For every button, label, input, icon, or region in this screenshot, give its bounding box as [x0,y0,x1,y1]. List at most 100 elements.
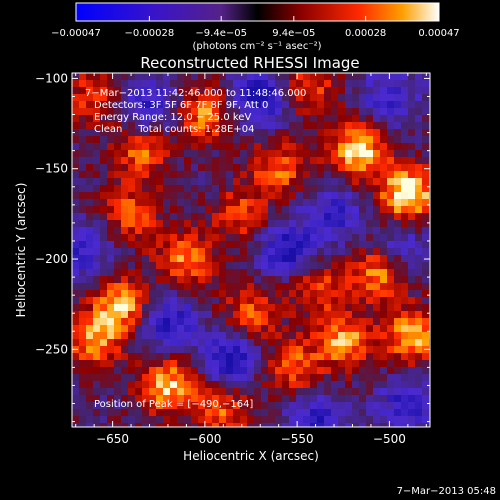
heatmap-cell [219,227,227,235]
heatmap-cell [373,311,381,319]
heatmap-cell [345,115,353,123]
heatmap-cell [177,241,185,249]
heatmap-cell [79,276,87,284]
heatmap-cell [331,185,339,193]
heatmap-cell [247,136,255,144]
heatmap-cell [380,87,388,95]
heatmap-cell [177,115,185,123]
heatmap-cell [296,304,304,312]
heatmap-cell [107,185,115,193]
heatmap-cell [114,108,122,116]
heatmap-cell [240,129,248,137]
y-tick-label: −200 [35,252,68,266]
heatmap-cell [226,346,234,354]
heatmap-cell [128,423,136,427]
heatmap-cell [233,248,241,256]
heatmap-cell [380,262,388,270]
heatmap-cell [401,248,409,256]
heatmap-cell [317,395,325,403]
heatmap-cell [254,185,262,193]
heatmap-cell [296,101,304,109]
heatmap-cell [282,388,290,396]
heatmap-cell [324,199,332,207]
heatmap-cell [303,199,311,207]
heatmap-cell [303,157,311,165]
heatmap-cell [401,220,409,228]
heatmap-cell [275,269,283,277]
heatmap-cell [240,381,248,389]
heatmap-cell [114,416,122,424]
heatmap-cell [205,227,213,235]
heatmap-cell [324,395,332,403]
heatmap-cell [338,136,346,144]
heatmap-cell [303,122,311,130]
heatmap-cell [100,94,108,102]
heatmap-cell [121,402,129,410]
heatmap-cell [163,374,171,382]
heatmap-cell [317,206,325,214]
heatmap-cell [114,164,122,172]
heatmap-cell [198,255,206,263]
heatmap-cell [352,374,360,382]
heatmap-cell [100,262,108,270]
axis-ticks: −650 −600 −550 −500−100−150−200−250 [35,71,430,446]
heatmap-cell [387,423,395,427]
heatmap-cell [184,276,192,284]
heatmap-cell [149,213,157,221]
heatmap-cell [380,325,388,333]
heatmap-cell [303,290,311,298]
heatmap-cell [268,220,276,228]
heatmap-cell [240,283,248,291]
heatmap-cell [128,255,136,263]
heatmap-cell [254,276,262,284]
heatmap-cell [100,409,108,417]
heatmap-cell [142,108,150,116]
heatmap-cell [184,122,192,130]
heatmap-cell [345,129,353,137]
heatmap-cell [128,87,136,95]
heatmap-cell [177,150,185,158]
heatmap-cell [135,241,143,249]
heatmap-cell [310,199,318,207]
heatmap-cell [359,87,367,95]
heatmap-cell [114,213,122,221]
heatmap-cell [72,360,80,368]
heatmap-cell [282,164,290,172]
heatmap-cell [212,339,220,347]
heatmap-cell [366,346,374,354]
heatmap-cell [359,122,367,130]
heatmap-cell [72,318,80,326]
heatmap-cell [170,423,178,427]
heatmap-cell [268,178,276,186]
heatmap-cell [233,241,241,249]
heatmap-cell [394,122,402,130]
heatmap-cell [86,115,94,123]
heatmap-cell [219,94,227,102]
heatmap-cell [128,108,136,116]
heatmap-cell [170,101,178,109]
heatmap-cell [226,136,234,144]
heatmap-cell [226,262,234,270]
annotation-detectors: Detectors: 3F 5F 6F 7F 8F 9F, Att 0 [94,100,268,111]
heatmap-cell [268,423,276,427]
heatmap-cell [387,115,395,123]
heatmap-cell [254,367,262,375]
heatmap-cell [121,381,129,389]
heatmap-cell [282,304,290,312]
heatmap-cell [366,388,374,396]
heatmap-cell [205,213,213,221]
heatmap-cell [107,360,115,368]
heatmap-cell [394,255,402,263]
heatmap-cell [289,381,297,389]
heatmap-cell [79,339,87,347]
heatmap-cell [233,185,241,193]
heatmap-cell [373,122,381,130]
heatmap-cell [149,374,157,382]
heatmap-cell [303,220,311,228]
heatmap-cell [163,129,171,137]
heatmap-cell [366,332,374,340]
heatmap-cell [359,290,367,298]
heatmap-cell [212,80,220,88]
heatmap-cell [191,171,199,179]
heatmap-cell [191,101,199,109]
